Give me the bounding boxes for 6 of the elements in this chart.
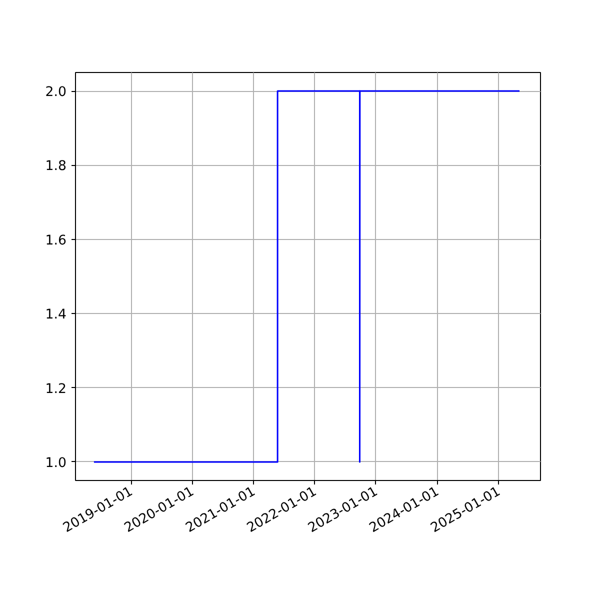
y-tick-label: 1.8 (45, 159, 67, 174)
y-tick-label: 2.0 (45, 85, 67, 100)
y-tick-label: 1.6 (45, 233, 67, 248)
y-tick-label: 1.0 (45, 456, 67, 471)
y-tick-label: 1.2 (45, 382, 67, 397)
y-tick-label: 1.4 (45, 308, 67, 323)
